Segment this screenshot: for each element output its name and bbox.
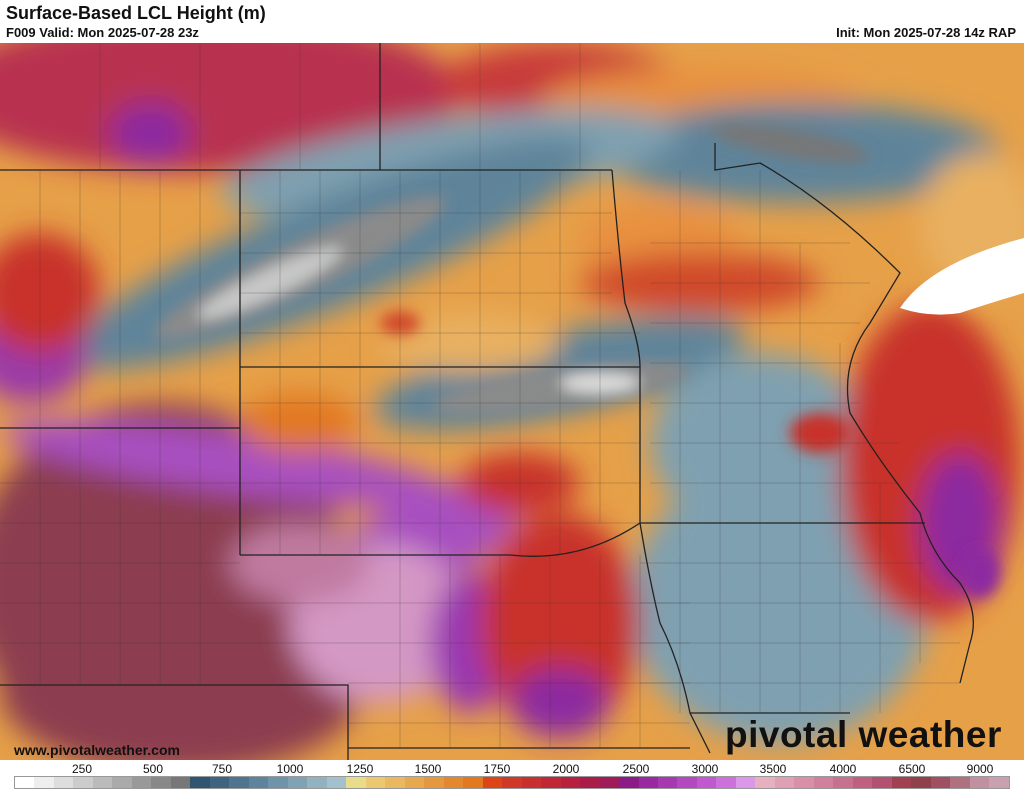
lcl-height-map <box>0 43 1024 760</box>
colorbar-label: 500 <box>142 762 164 776</box>
colorbar <box>14 776 1010 789</box>
colorbar-swatch <box>735 777 756 788</box>
colorbar-swatch <box>521 777 542 788</box>
colorbar-swatch <box>209 777 230 788</box>
colorbar-label: 250 <box>71 762 93 776</box>
state-borders <box>0 43 974 760</box>
colorbar-swatch <box>365 777 386 788</box>
init-time: Init: Mon 2025-07-28 14z RAP <box>836 25 1016 40</box>
colorbar-swatch <box>268 777 288 788</box>
colorbar-swatch <box>307 777 327 788</box>
colorbar-swatch <box>619 777 639 788</box>
colorbar-swatch <box>755 777 775 788</box>
colorbar-swatch <box>404 777 425 788</box>
colorbar-swatch <box>346 777 366 788</box>
colorbar-label: 1750 <box>483 762 511 776</box>
colorbar-swatch <box>482 777 503 788</box>
colorbar-swatch <box>677 777 697 788</box>
colorbar-swatch <box>248 777 269 788</box>
colorbar-label: 1250 <box>346 762 374 776</box>
colorbar-swatch <box>190 777 210 788</box>
colorbar-swatch <box>891 777 912 788</box>
colorbar-swatch <box>989 777 1009 788</box>
colorbar-swatch <box>15 777 35 788</box>
pivotal-weather-logo: pivotal weather <box>725 714 1002 755</box>
colorbar-label: 3000 <box>691 762 719 776</box>
colorbar-label: 1000 <box>276 762 304 776</box>
colorbar-swatch <box>463 777 483 788</box>
lake-superior <box>900 238 1024 315</box>
valid-time: F009 Valid: Mon 2025-07-28 23z <box>6 25 199 40</box>
colorbar-swatch <box>599 777 620 788</box>
colorbar-swatch <box>813 777 834 788</box>
colorbar-swatch <box>53 777 74 788</box>
colorbar-swatch <box>326 777 347 788</box>
colorbar-swatch <box>131 777 152 788</box>
colorbar-swatch <box>580 777 600 788</box>
colorbar-swatch <box>852 777 873 788</box>
colorbar-swatch <box>638 777 658 788</box>
colorbar-swatch <box>151 777 171 788</box>
colorbar-label: 9000 <box>966 762 994 776</box>
colorbar-swatch <box>229 777 249 788</box>
colorbar-label: 750 <box>211 762 233 776</box>
colorbar-swatch <box>716 777 736 788</box>
colorbar-swatch <box>774 777 795 788</box>
colorbar-swatch <box>696 777 717 788</box>
colorbar-label: 2000 <box>552 762 580 776</box>
colorbar-swatch <box>833 777 853 788</box>
colorbar-swatch <box>443 777 464 788</box>
colorbar-label: 3500 <box>759 762 787 776</box>
colorbar-swatch <box>502 777 522 788</box>
colorbar-swatch <box>424 777 444 788</box>
colorbar-swatch <box>385 777 405 788</box>
colorbar-swatch <box>287 777 308 788</box>
colorbar-swatch <box>794 777 814 788</box>
colorbar-swatch <box>872 777 892 788</box>
colorbar-label: 2500 <box>622 762 650 776</box>
colorbar-labels: 250 500 750 1000 1250 1500 1750 2000 2500 3000 350… <box>0 762 1024 776</box>
county-borders <box>0 43 960 748</box>
colorbar-swatch <box>73 777 93 788</box>
colorbar-swatch <box>560 777 581 788</box>
colorbar-swatch <box>657 777 678 788</box>
colorbar-label: 1500 <box>414 762 442 776</box>
colorbar-swatch <box>34 777 54 788</box>
colorbar-swatch <box>930 777 951 788</box>
colorbar-label: 4000 <box>829 762 857 776</box>
field-cores <box>154 123 1000 598</box>
colorbar-swatch <box>112 777 132 788</box>
colorbar-label: 6500 <box>898 762 926 776</box>
map-title: Surface-Based LCL Height (m) <box>6 3 266 23</box>
colorbar-swatch <box>170 777 191 788</box>
colorbar-swatch <box>911 777 931 788</box>
colorbar-swatch <box>92 777 113 788</box>
website-url: www.pivotalweather.com <box>14 742 180 758</box>
colorbar-swatch <box>541 777 561 788</box>
colorbar-swatch <box>950 777 970 788</box>
colorbar-swatch <box>969 777 990 788</box>
